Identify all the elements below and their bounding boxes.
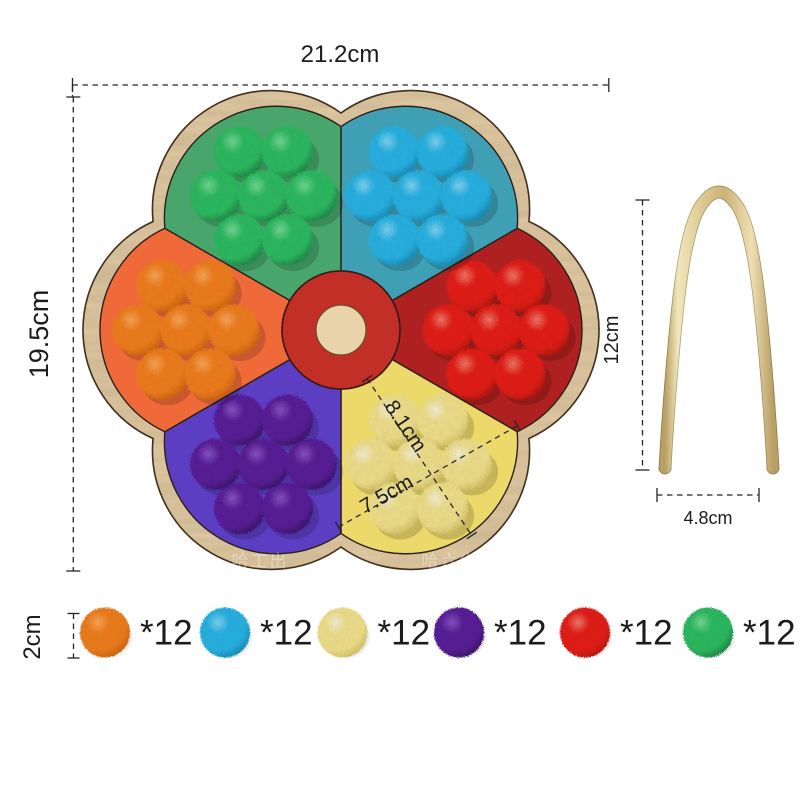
svg-text:19.5cm: 19.5cm — [24, 290, 54, 379]
svg-text:*12: *12 — [494, 614, 547, 653]
svg-text:*12: *12 — [260, 614, 313, 653]
svg-text:21.2cm: 21.2cm — [301, 41, 380, 68]
svg-text:哈六尘: 哈六尘 — [422, 552, 479, 571]
svg-text:2cm: 2cm — [19, 614, 46, 659]
svg-text:哈工出: 哈工出 — [232, 552, 289, 571]
svg-text:4.8cm: 4.8cm — [683, 508, 732, 528]
svg-text:*12: *12 — [140, 614, 193, 653]
svg-text:*12: *12 — [743, 614, 796, 653]
svg-text:*12: *12 — [378, 614, 431, 653]
svg-text:*12: *12 — [620, 614, 673, 653]
svg-text:12cm: 12cm — [601, 316, 623, 365]
